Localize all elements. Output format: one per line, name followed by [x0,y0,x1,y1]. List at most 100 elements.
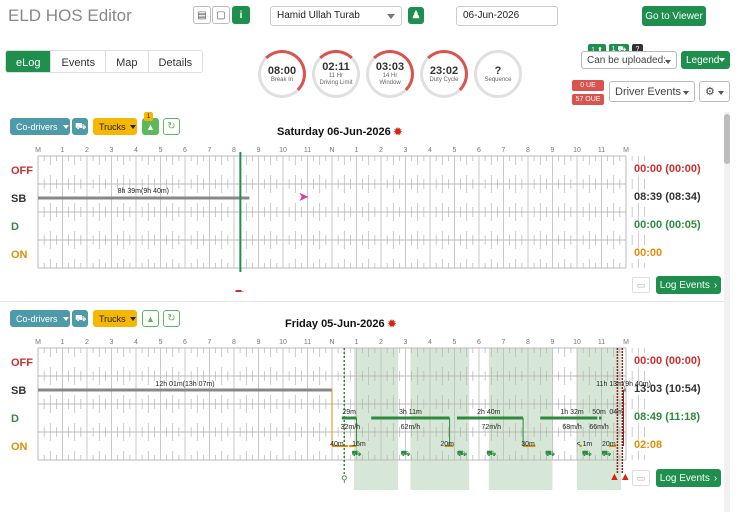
chevron-right-icon: › [713,472,718,484]
log-grid-svg[interactable]: M 1 2 3 4 5 6 7 8 9 10 11 N 1 2 3 4 5 6 7 8 9 10 11 M OFF SB D ON 8h … [0,142,660,298]
help-icon[interactable]: ? [632,44,643,55]
segment-duration-label: 62m/h [401,424,421,431]
driver-person-icon[interactable]: ♟ [408,7,424,24]
sb-total: 13:03 (10:54) [634,383,701,395]
on-total: 00:00 [634,247,663,259]
hour-label: M [35,147,41,154]
truck-icon[interactable]: ⛟ [582,449,592,458]
co-drivers-button[interactable]: Co-drivers [10,118,70,135]
gauge-label: Driving Limit [319,80,353,86]
truck-icon[interactable]: ⛟ [72,310,88,327]
legend-button[interactable]: Legend [681,51,730,69]
violation-warning-icon[interactable]: ▲▲ [609,471,631,483]
day-title: Saturday 06-Jun-2026 ✹ [277,126,402,138]
status-row-label-d: D [11,221,19,233]
gauge-label: Duty Cycle [429,76,459,83]
tab-bar: eLog Events Map Details [5,50,204,73]
driving-limit-gauge: 02:11 11 Hr Driving Limit [312,50,360,98]
date-input[interactable]: 06-Jun-2026 [456,6,558,26]
log-events-label: Log Events [659,279,710,291]
segment-duration-label: 68m/h [562,424,582,431]
hour-label: 10 [573,147,581,154]
upload-filter-select[interactable]: Can be uploaded: [581,51,677,69]
duty-cycle-gauge: 23:02 Duty Cycle [420,50,468,98]
info-icon[interactable]: i [232,6,250,24]
segment-duration-label: 72m/h [482,424,502,431]
hour-label: 2 [85,339,89,346]
truck-icon[interactable]: ⛟ [400,449,410,458]
hour-label: 11 [598,339,605,346]
segment-duration-label: < 1m [576,441,592,448]
chevron-down-icon [62,316,69,321]
tab-map[interactable]: Map [106,51,149,72]
comment-icon[interactable]: ▭ [632,470,650,486]
hour-label: 9 [551,339,555,346]
truck-icon[interactable]: ⛟ [351,449,361,458]
chevron-down-icon [718,91,724,95]
hour-label: 9 [257,147,261,154]
gauge-value: 23:02 [429,64,459,77]
hour-label: 3 [110,147,114,154]
scrollbar-track[interactable] [724,112,730,512]
chevron-down-icon [683,91,689,95]
truck-icon[interactable]: ⛟ [457,449,467,458]
truck-icon[interactable]: ⛟ [486,449,496,458]
status-row-label-d: D [11,413,19,425]
document-icon[interactable]: ▤ [193,6,211,24]
d-total: 08:49 (11:18) [634,411,701,423]
tab-events[interactable]: Events [51,51,107,72]
go-to-viewer-button[interactable]: Go to Viewer [642,6,706,26]
log-grid-svg[interactable]: M 1 2 3 4 5 6 7 8 9 10 11 N 1 2 3 4 5 6 7 8 9 10 11 M OFF SB D ON 12h… [0,334,660,494]
refresh-icon[interactable]: ↻ [163,118,180,135]
legend-label: Legend [686,54,720,66]
comment-icon[interactable]: ▭ [632,277,650,293]
hour-label: 5 [453,147,457,154]
truck-icon[interactable]: ⛟ [601,449,611,458]
tab-details[interactable]: Details [148,51,203,72]
scrollbar-thumb[interactable] [724,114,730,164]
hour-label: 10 [573,339,581,346]
truck-icon[interactable]: ⛟ [545,449,555,458]
trucks-button[interactable]: Trucks [93,118,137,135]
location-icon[interactable]: ⚲ [341,474,348,484]
trucks-label: Trucks [99,313,126,324]
gauge-value: 08:00 [267,64,297,77]
co-drivers-label: Co-drivers [16,313,58,324]
gauge-value: 02:11 [322,61,350,73]
refresh-icon[interactable]: ↻ [163,310,180,327]
vehicle-event-icon[interactable]: ⛟ [235,288,246,298]
gauge-value: 03:03 [375,61,405,73]
section-divider [0,301,724,302]
truck-icon[interactable]: ⛟ [72,118,88,135]
segment-duration-label: 2h 40m [477,409,501,416]
hour-label: 1 [61,147,65,154]
segment-duration-label: 3h 11m [399,409,422,416]
log-events-label: Log Events [659,472,710,484]
driver-events-select[interactable]: Driver Events [609,81,695,102]
trailer-icon[interactable]: ▲ [142,118,159,135]
note-icon[interactable]: ▢ [212,6,230,24]
co-drivers-label: Co-drivers [16,121,58,132]
segment-duration-label: 50m [592,409,606,416]
trailer-icon[interactable]: ▲ [142,310,159,327]
hour-label: 6 [183,147,187,154]
warning-star-icon: ✹ [393,127,403,138]
driver-select[interactable]: Hamid Ullah Turab [270,6,402,26]
gauge-label: Window [379,80,401,86]
mouse-cursor-icon: ➤ [298,189,309,204]
day-title: Friday 05-Jun-2026 ✹ [285,318,396,330]
log-grid-day1[interactable]: M 1 2 3 4 5 6 7 8 9 10 11 N 1 2 3 4 5 6 7 8 9 10 11 M OFF SB D ON 8h … [0,142,660,298]
tab-elog[interactable]: eLog [6,51,52,72]
hour-label: 7 [502,339,506,346]
settings-dropdown-button[interactable]: ⚙ [699,81,730,102]
co-drivers-button[interactable]: Co-drivers [10,310,70,327]
log-events-button[interactable]: Log Events › [656,276,721,294]
log-grid-day2[interactable]: M 1 2 3 4 5 6 7 8 9 10 11 N 1 2 3 4 5 6 7 8 9 10 11 M OFF SB D ON 12h… [0,334,660,494]
hour-label: 5 [453,339,457,346]
trucks-button[interactable]: Trucks [93,310,137,327]
hour-label: 11 [304,339,311,346]
log-events-button[interactable]: Log Events › [656,469,721,487]
hour-label: 1 [61,339,65,346]
hour-label: 6 [477,147,481,154]
break-gauge: 08:00 Break In [258,50,306,98]
